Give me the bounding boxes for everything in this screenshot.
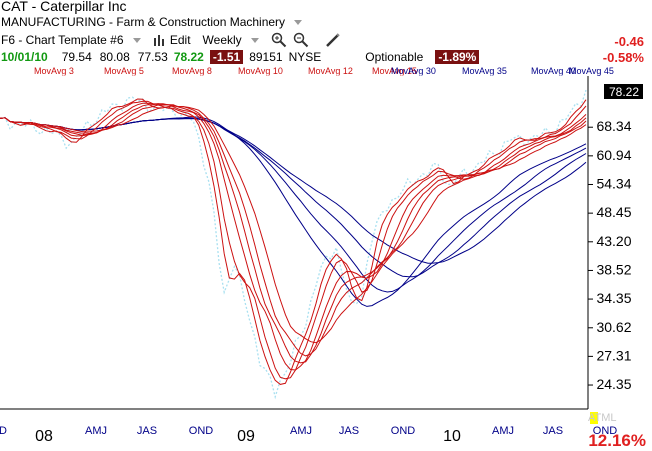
legend-item: MovAvg 12 [308, 66, 353, 76]
x-tick-label: JAS [339, 425, 359, 437]
period-dropdown-icon[interactable] [251, 38, 260, 44]
quote-low: 77.53 [137, 50, 168, 64]
template-dropdown-icon[interactable] [132, 38, 141, 44]
period-select[interactable]: Weekly [202, 33, 260, 47]
period-pct-change: 12.16% [588, 431, 646, 450]
quote-close: 78.22 [173, 50, 204, 64]
x-axis: D 08 AMJ JAS OND 09 AMJ JAS OND 10 AMJ JAS OND [0, 425, 617, 445]
legend-item: MovAvg 15 [372, 66, 417, 76]
x-tick-label: JAS [137, 425, 157, 437]
x-tick-label: D [0, 425, 7, 437]
industry-line[interactable]: MANUFACTURING - Farm & Construction Mach… [1, 15, 303, 29]
x-tick-label: AMJ [492, 425, 514, 437]
x-tick-label: AMJ [85, 425, 107, 437]
last-price-box [604, 84, 643, 99]
legend-item: MovAvg 10 [238, 66, 283, 76]
template-select[interactable]: F6 - Chart Template #6 [1, 33, 141, 47]
toolbar: F6 - Chart Template #6 Edit Weekly [1, 32, 341, 48]
template-label: F6 - Chart Template #6 [1, 33, 124, 47]
quote-date: 10/01/10 [1, 50, 48, 64]
industry-label: MANUFACTURING - Farm & Construction Mach… [1, 15, 286, 29]
period-label: Weekly [202, 33, 242, 47]
y-tick-label: 54.34 [596, 175, 631, 191]
y-tick-label: 68.34 [596, 118, 631, 134]
y-tick-label: 30.62 [596, 319, 631, 335]
ma-line-45 [0, 117, 587, 264]
y-tick-label: 48.45 [596, 204, 631, 220]
y-tick-label: 34.35 [596, 290, 631, 306]
axis-extra-label: ATML [588, 412, 617, 424]
last-price-label: 78.22 [609, 85, 639, 99]
moving-average-series [0, 98, 587, 385]
quote-line: 10/01/10 79.54 80.08 77.53 78.22 -1.51 8… [1, 50, 480, 64]
ma-legend: MovAvg 3 MovAvg 5 MovAvg 8 MovAvg 10 MovAvg … [34, 66, 614, 76]
quote-high: 80.08 [99, 50, 130, 64]
legend-item: MovAvg 8 [172, 66, 212, 76]
zoom-in-icon[interactable] [271, 32, 287, 48]
x-tick-label: 10 [443, 428, 461, 445]
legend-item: MovAvg 3 [34, 66, 74, 76]
price-chart[interactable]: MovAvg 3 MovAvg 5 MovAvg 8 MovAvg 10 MovAvg … [0, 64, 652, 451]
optionable-label: Optionable [365, 50, 424, 64]
x-tick-label: 09 [237, 428, 255, 445]
y-axis: 78.22 68.34 60.94 54.34 48.45 43.20 38.52 34.35… [588, 84, 643, 392]
right-change-pct: -0.58% [602, 50, 644, 65]
ma-line-12 [0, 104, 587, 357]
ticker-line: CAT - Caterpillar Inc [1, 0, 127, 14]
ma-line-5 [0, 100, 587, 380]
x-tick-label: JAS [543, 425, 563, 437]
bar-chart-icon [153, 35, 164, 46]
y-tick-label: 38.52 [596, 261, 631, 277]
y-tick-label: 60.94 [596, 147, 631, 163]
industry-dropdown-icon[interactable] [294, 20, 303, 26]
y-tick-label: 24.35 [596, 376, 631, 392]
quote-exchange: NYSE [288, 50, 322, 64]
zoom-out-icon[interactable] [293, 32, 309, 48]
x-tick-label: OND [189, 425, 214, 437]
legend-item: MovAvg 5 [104, 66, 144, 76]
x-tick-label: AMJ [290, 425, 312, 437]
edit-button[interactable]: Edit [153, 33, 191, 47]
ma-line-15 [0, 105, 587, 344]
legend-item: MovAvg 40 [531, 66, 576, 76]
quote-change-pct: -1.89% [435, 50, 480, 64]
quote-open: 79.54 [61, 50, 92, 64]
x-tick-label: 08 [35, 428, 53, 445]
axis-highlight-marker [590, 412, 598, 424]
ma-line-3 [0, 98, 587, 385]
legend-item: MovAvg 35 [462, 66, 507, 76]
right-change: -0.46 [614, 34, 644, 49]
y-tick-label: 27.31 [596, 347, 631, 363]
x-tick-label: OND [391, 425, 416, 437]
legend-item: MovAvg 30 [391, 66, 436, 76]
quote-volume: 89151 [249, 50, 283, 64]
x-tick-label: OND [593, 425, 618, 437]
pencil-icon[interactable] [325, 32, 341, 48]
quote-change: -1.51 [209, 50, 244, 64]
legend-item: MovAvg 45 [569, 66, 614, 76]
ticker-title: CAT - Caterpillar Inc [1, 0, 127, 14]
edit-label: Edit [169, 33, 191, 47]
y-tick-label: 43.20 [596, 233, 631, 249]
